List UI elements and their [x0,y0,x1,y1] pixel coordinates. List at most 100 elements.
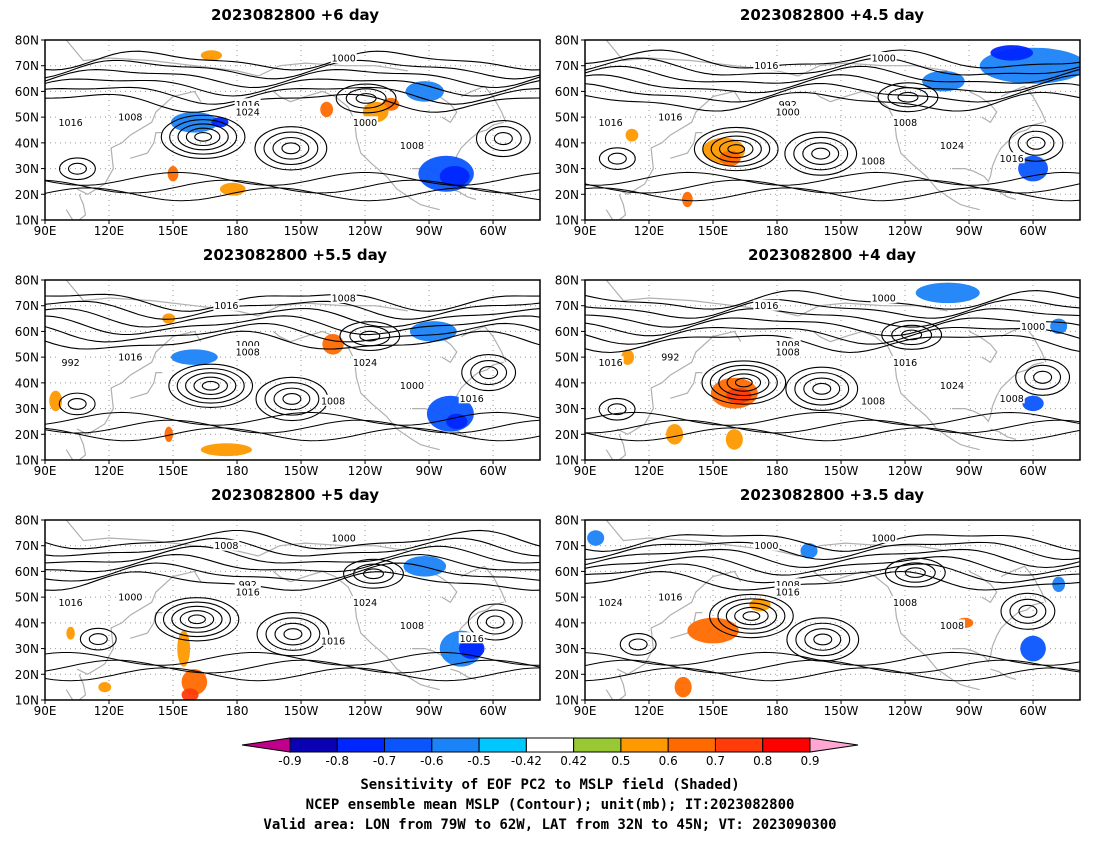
contour-label-bg [892,596,919,608]
contour-label: 1016 [658,593,682,604]
map-frame [44,39,541,221]
coastline [990,428,1017,440]
y-tick-label: 20N [15,668,39,682]
coastline [605,40,799,77]
mslp-contour [45,179,540,194]
sensitivity-region [320,101,334,118]
mslp-contour [727,144,746,154]
contour-label: 1000 [872,54,896,65]
mslp-contour [628,638,648,651]
contour-label-bg [753,59,780,71]
mslp-contour [177,123,229,151]
mslp-contour [475,119,531,158]
contour-label: 1016 [59,118,83,129]
contour-label: 1008 [940,621,964,632]
x-tick-label: 120E [94,224,125,238]
contour-label-bg [234,98,261,110]
contour-label: 1016 [460,634,484,645]
mslp-contour [45,411,540,426]
sensitivity-region [687,617,739,644]
contour-label-bg [870,532,897,543]
mslp-contour [585,563,1080,584]
mslp-contour [585,298,1080,319]
coastline [460,565,507,603]
x-tick-label: 150E [158,464,189,478]
mslp-contour [168,363,254,408]
contour-label-bg [213,539,240,551]
mslp-contour [585,534,1080,552]
x-tick-label: 120W [348,464,383,478]
contour-label-bg [330,52,357,63]
mslp-contour [726,373,762,392]
sensitivity-region [666,424,684,445]
contour-label-bg [892,356,919,368]
mslp-contour [1018,604,1038,618]
x-tick-label: 90W [955,224,982,238]
contour-label: 1016 [893,358,917,369]
x-tick-label: 120E [634,224,665,238]
contour-label: 1024 [353,358,377,369]
contour-label: 1008 [400,621,424,632]
y-tick-label: 80N [15,274,39,288]
contour-label-bg [860,154,887,166]
mslp-contour [45,545,540,564]
x-tick-label: 120W [348,224,383,238]
x-tick-label: 150E [698,704,729,718]
contour-label: 1016 [599,118,623,129]
mslp-contour [598,397,636,421]
mslp-contour [585,427,1080,442]
coastline [428,570,458,604]
y-tick-label: 50N [15,111,39,125]
y-tick-label: 20N [555,428,579,442]
y-tick-label: 30N [15,402,39,416]
x-tick-label: 60W [1019,224,1046,238]
mslp-contour [169,119,238,155]
contour-label-bg [870,292,897,303]
contour-label: 1008 [776,348,800,359]
x-tick-label: 60W [479,464,506,478]
y-tick-label: 70N [15,539,39,553]
coastline [798,62,948,77]
mslp-contour [45,419,540,434]
mslp-contour [79,627,117,651]
mslp-contour [88,633,108,646]
contour-label-bg [938,139,965,151]
contour-label-bg [117,591,144,603]
x-tick-label: 90E [34,704,57,718]
contour-label-bg [117,351,144,363]
mslp-contour [362,568,384,580]
contour-label-bg [117,111,144,123]
coastline [76,90,202,195]
contour-label-bg [330,292,357,303]
colorbar-box [478,737,527,753]
mslp-contour [1017,130,1055,156]
contour-label: 1000 [400,381,424,392]
colorbar-label: 0.5 [611,754,630,768]
x-tick-label: 150E [698,224,729,238]
mslp-contour [264,382,320,416]
contour-label-bg [57,116,84,128]
mslp-contour [718,139,754,159]
sensitivity-region [625,128,639,142]
mslp-contour [804,628,842,651]
mslp-contour [585,308,1080,328]
x-tick-label: 150W [824,224,859,238]
contour-label-bg [352,596,379,608]
mslp-contour [349,325,391,347]
mslp-contour [701,360,787,405]
sensitivity-region [621,349,635,365]
y-tick-label: 10N [15,214,39,228]
contour-label-bg [234,106,261,117]
contour-label-bg [753,539,780,551]
mslp-contour [45,562,540,582]
sensitivity-region [181,688,199,700]
mslp-contour [607,152,627,165]
contour-label-bg [398,619,425,631]
y-tick-label: 40N [555,136,579,150]
colorbar-box [289,737,338,753]
contour-label-bg [657,591,684,603]
coastline [605,194,627,220]
sensitivity-region [409,321,457,342]
contour-label-bg [597,356,624,368]
